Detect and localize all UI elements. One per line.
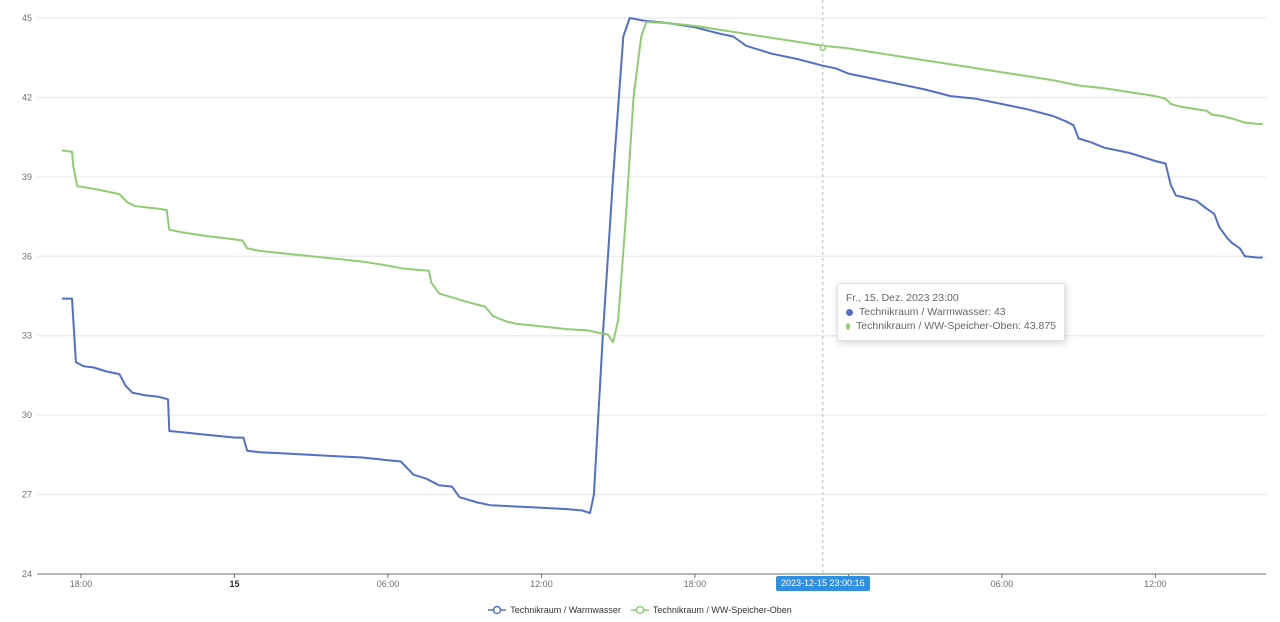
y-tick-label: 45 xyxy=(22,13,32,23)
legend-item-warmwasser[interactable]: Technikraum / Warmwasser xyxy=(488,605,621,615)
tooltip: Fr., 15. Dez. 2023 23:00 Technikraum / W… xyxy=(837,283,1065,341)
legend-line-circle-icon xyxy=(630,605,649,615)
legend-label: Technikraum / WW-Speicher-Oben xyxy=(652,605,792,615)
legend-label: Technikraum / Warmwasser xyxy=(510,605,621,615)
y-tick-label: 27 xyxy=(22,490,32,500)
legend: Technikraum / Warmwasser Technikraum / W… xyxy=(0,605,1280,615)
tooltip-title: Fr., 15. Dez. 2023 23:00 xyxy=(846,292,959,304)
x-tick-label: 06:00 xyxy=(377,579,400,589)
y-tick-label: 24 xyxy=(22,569,32,579)
tooltip-row-text: Technikraum / WW-Speicher-Oben: 43.875 xyxy=(856,320,1056,332)
x-tick-label: 15 xyxy=(229,579,239,589)
series-dot-icon xyxy=(846,308,853,316)
series-line-warmwasser xyxy=(61,17,1263,515)
y-tick-label: 30 xyxy=(22,410,32,420)
tooltip-row-speicher: Technikraum / WW-Speicher-Oben: 43.875 xyxy=(846,319,1056,333)
y-tick-label: 36 xyxy=(22,251,32,261)
axis-pointer-label: 2023-12-15 23:00:16 xyxy=(776,576,870,591)
legend-item-speicher-oben[interactable]: Technikraum / WW-Speicher-Oben xyxy=(630,605,792,615)
x-tick-label: 18:00 xyxy=(70,579,93,589)
x-tick-label: 18:00 xyxy=(684,579,707,589)
legend-line-circle-icon xyxy=(488,605,507,615)
x-tick-label: 12:00 xyxy=(1144,579,1167,589)
tooltip-row-text: Technikraum / Warmwasser: 43 xyxy=(859,306,1006,318)
y-tick-label: 39 xyxy=(22,172,32,182)
series-dot-icon xyxy=(846,322,851,330)
y-tick-label: 42 xyxy=(22,92,32,102)
x-tick-label: 12:00 xyxy=(530,579,553,589)
y-tick-label: 33 xyxy=(22,331,32,341)
hover-point-speicher-oben xyxy=(819,44,827,52)
series-line-speicher-oben xyxy=(61,21,1263,344)
tooltip-row-warmwasser: Technikraum / Warmwasser: 43 xyxy=(846,305,1056,319)
x-tick-label: 06:00 xyxy=(991,579,1014,589)
